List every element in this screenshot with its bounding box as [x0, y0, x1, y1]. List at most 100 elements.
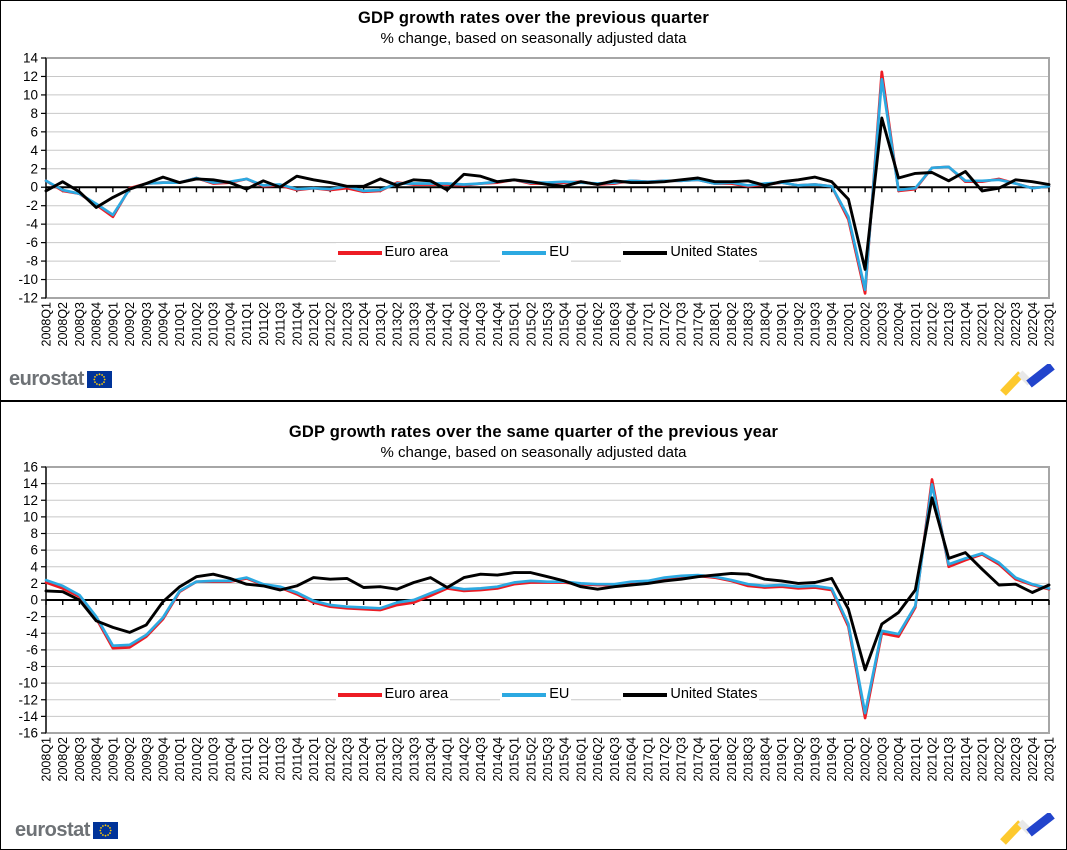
x-tick-label: 2020Q2 [859, 302, 873, 347]
x-tick-label: 2013Q1 [374, 302, 388, 347]
x-tick-label: 2021Q2 [925, 302, 939, 347]
x-tick-label: 2009Q3 [140, 737, 154, 782]
x-tick-label: 2015Q4 [558, 302, 572, 347]
x-tick-label: 2014Q3 [474, 737, 488, 782]
x-tick-label: 2017Q3 [675, 737, 689, 782]
x-tick-label: 2020Q1 [842, 737, 856, 782]
x-tick-label: 2012Q2 [324, 302, 338, 347]
x-tick-label: 2016Q3 [608, 737, 622, 782]
y-tick-label: 12 [23, 69, 38, 84]
eurostat-logo: eurostat [9, 368, 112, 391]
x-tick-label: 2015Q3 [541, 737, 555, 782]
y-tick-label: -4 [26, 626, 38, 641]
x-tick-label: 2017Q1 [641, 737, 655, 782]
x-tick-label: 2008Q1 [40, 737, 54, 782]
x-tick-label: 2015Q1 [508, 302, 522, 347]
x-tick-label: 2012Q3 [340, 737, 354, 782]
x-tick-label: 2021Q4 [959, 737, 973, 782]
x-tick-label: 2019Q3 [808, 302, 822, 347]
y-tick-label: 14 [23, 51, 39, 66]
y-tick-label: -12 [18, 692, 38, 707]
x-tick-label: 2011Q1 [240, 302, 254, 346]
chart-subtitle: % change, based on seasonally adjusted d… [380, 30, 687, 47]
x-tick-labels: 2008Q1 2008Q2 2008Q3 2008Q4 2009Q1 2009Q2 2009… [40, 737, 1057, 782]
x-tick-label: 2010Q3 [207, 737, 221, 782]
x-tick-label: 2013Q4 [424, 737, 438, 782]
y-tick-label: 10 [23, 509, 38, 524]
x-tick-label: 2020Q4 [892, 302, 906, 347]
series-line-united-states [44, 116, 1051, 271]
y-tick-label: -4 [26, 217, 38, 232]
y-tick-label: 8 [30, 526, 38, 541]
y-tick-label: -6 [26, 235, 38, 250]
x-tick-label: 2010Q1 [173, 737, 187, 782]
x-tick-label: 2013Q1 [374, 737, 388, 782]
x-tick-label: 2018Q1 [708, 737, 722, 782]
x-tick-label: 2022Q3 [1009, 737, 1023, 782]
y-tick-label: 6 [30, 543, 38, 558]
x-tick-label: 2015Q1 [508, 737, 522, 782]
eurostat-logo: eurostat [15, 819, 118, 842]
x-tick-label: 2015Q2 [524, 302, 538, 347]
footer-bar: eurostat [1, 811, 1066, 845]
x-tick-label: 2011Q4 [290, 737, 304, 781]
y-tick-label: -12 [18, 291, 38, 306]
chart-panel-year-on-year: GDP growth rates over the same quarter o… [0, 401, 1067, 850]
x-tick-label: 2008Q4 [90, 302, 104, 347]
y-tick-label: -2 [26, 198, 38, 213]
y-axis: -12 -10 -8 -6 -4 -2 0 2 4 6 8 10 12 14 [18, 51, 47, 306]
x-tick-label: 2011Q2 [257, 737, 271, 781]
x-tick-label: 2008Q2 [56, 302, 70, 347]
x-tick-label: 2019Q4 [825, 302, 839, 347]
y-tick-label: 4 [30, 143, 38, 158]
x-tick-label: 2014Q4 [491, 737, 505, 782]
x-tick-label: 2021Q3 [942, 302, 956, 347]
y-tick-label: -8 [26, 254, 38, 269]
x-tick-label: 2022Q3 [1009, 302, 1023, 347]
x-tick-label: 2017Q4 [691, 737, 705, 782]
y-tick-label: 10 [23, 87, 38, 102]
trend-arrow-icon [1000, 811, 1056, 849]
x-tick-label: 2014Q2 [457, 302, 471, 347]
x-tick-label: 2009Q1 [106, 302, 120, 347]
y-tick-label: -10 [18, 676, 38, 691]
x-tick-label: 2010Q2 [190, 737, 204, 782]
x-tick-label: 2019Q4 [825, 737, 839, 782]
series-line-eu [44, 77, 1051, 292]
series-line-euro-area [44, 478, 1051, 720]
y-tick-label: 2 [30, 161, 38, 176]
x-tick-label: 2015Q3 [541, 302, 555, 347]
x-tick-label: 2019Q2 [792, 302, 806, 347]
x-tick-label: 2017Q2 [658, 737, 672, 782]
x-tick-label: 2009Q2 [123, 302, 137, 347]
x-tick-label: 2012Q4 [357, 302, 371, 347]
x-tick-label: 2013Q3 [407, 737, 421, 782]
x-tick-label: 2023Q1 [1043, 737, 1057, 782]
x-tick-label: 2014Q1 [441, 737, 455, 782]
y-tick-label: 4 [30, 559, 38, 574]
x-tick-label: 2017Q1 [641, 302, 655, 347]
y-tick-label: 6 [30, 124, 38, 139]
trend-arrow-icon [1000, 362, 1056, 400]
x-tick-labels: 2008Q1 2008Q2 2008Q3 2008Q4 2009Q1 2009Q2 2009… [40, 302, 1057, 347]
x-tick-label: 2008Q1 [40, 302, 54, 347]
x-tick-label: 2017Q3 [675, 302, 689, 347]
x-tick-label: 2018Q2 [725, 737, 739, 782]
x-tick-label: 2009Q1 [106, 737, 120, 782]
x-tick-label: 2021Q3 [942, 737, 956, 782]
x-tick-label: 2011Q3 [274, 302, 288, 346]
x-tick-label: 2010Q1 [173, 302, 187, 347]
x-tick-label: 2009Q4 [157, 302, 171, 347]
x-tick-label: 2020Q3 [875, 302, 889, 347]
y-tick-label: -16 [18, 726, 38, 741]
footer-bar: eurostat [1, 362, 1066, 400]
x-tick-label: 2016Q2 [591, 737, 605, 782]
y-tick-label: -6 [26, 642, 38, 657]
x-tick-label: 2011Q1 [240, 737, 254, 781]
x-tick-label: 2017Q4 [691, 302, 705, 347]
x-tick-label: 2013Q2 [391, 302, 405, 347]
series-line-united-states [44, 496, 1051, 672]
x-tick-label: 2015Q2 [524, 737, 538, 782]
x-tick-label: 2016Q1 [574, 302, 588, 347]
x-tick-label: 2008Q3 [73, 737, 87, 782]
